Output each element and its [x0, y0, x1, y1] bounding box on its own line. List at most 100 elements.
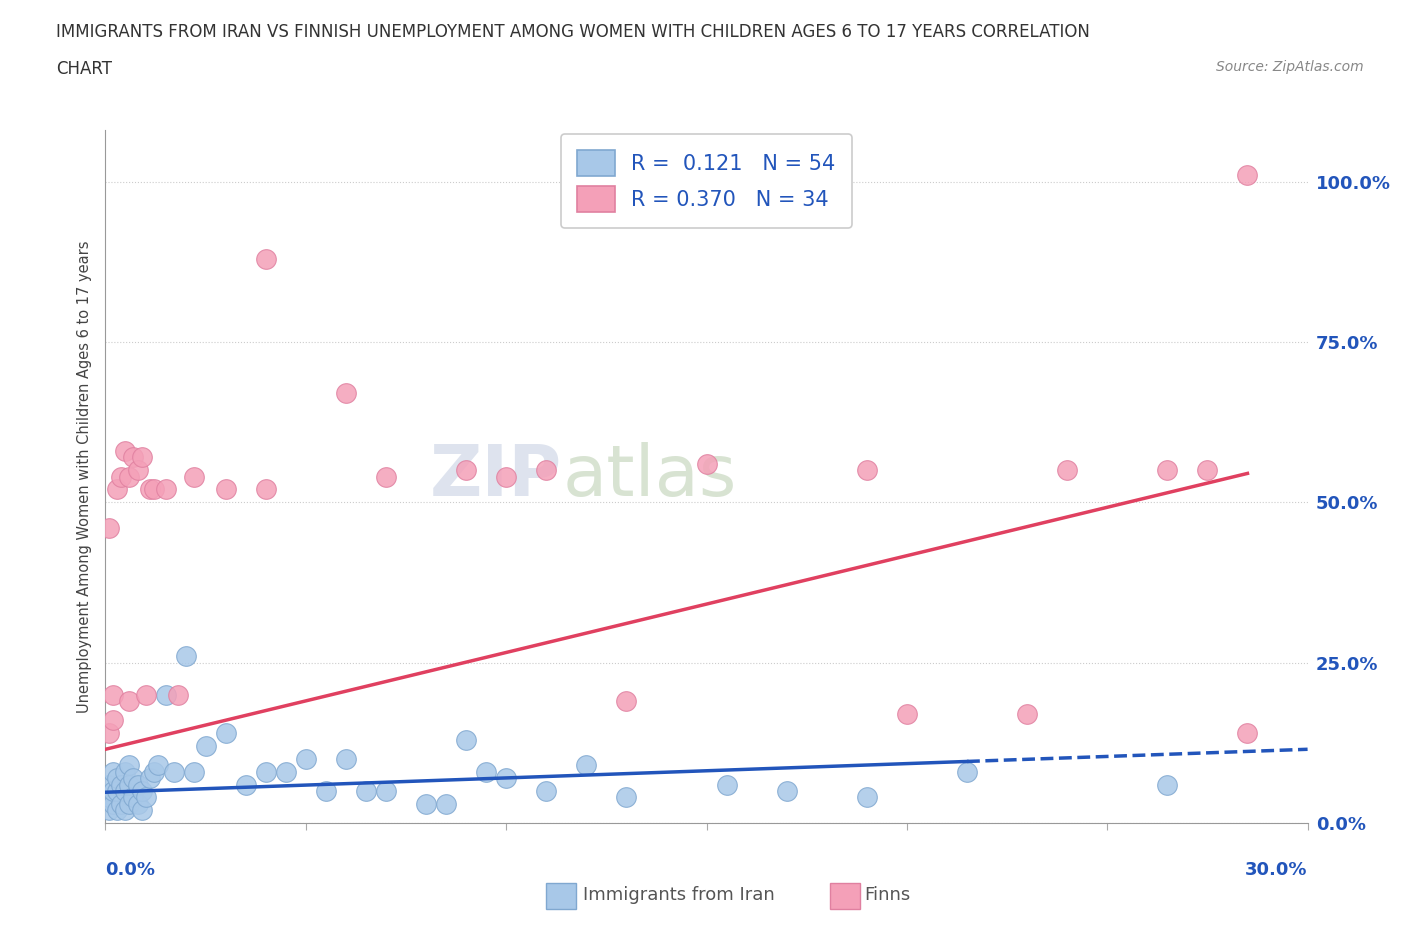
Point — [114, 444, 136, 458]
Point — [98, 521, 121, 536]
Legend: R =  0.121   N = 54, R = 0.370   N = 34: R = 0.121 N = 54, R = 0.370 N = 34 — [561, 134, 852, 228]
Point — [616, 790, 638, 804]
Point — [575, 758, 598, 773]
Point — [174, 649, 197, 664]
Point — [162, 764, 184, 779]
Point — [374, 470, 398, 485]
Point — [454, 463, 477, 478]
Point — [155, 687, 177, 702]
Point — [194, 738, 217, 753]
Point — [122, 771, 145, 786]
Y-axis label: Unemployment Among Women with Children Ages 6 to 17 years: Unemployment Among Women with Children A… — [77, 240, 93, 713]
Point — [1156, 463, 1178, 478]
Point — [335, 751, 357, 766]
Point — [1236, 725, 1258, 740]
Point — [114, 803, 136, 817]
Point — [103, 796, 125, 811]
Point — [135, 687, 157, 702]
FancyBboxPatch shape — [546, 883, 576, 909]
Point — [98, 790, 121, 804]
Point — [103, 713, 125, 728]
Point — [454, 732, 477, 747]
Point — [183, 470, 205, 485]
Point — [118, 777, 141, 792]
Point — [127, 796, 149, 811]
Point — [534, 784, 557, 799]
Point — [254, 482, 277, 497]
Point — [495, 771, 517, 786]
Point — [107, 771, 129, 786]
Point — [274, 764, 297, 779]
Point — [415, 796, 437, 811]
Text: Source: ZipAtlas.com: Source: ZipAtlas.com — [1216, 60, 1364, 74]
Point — [166, 687, 188, 702]
Point — [122, 790, 145, 804]
Point — [214, 482, 236, 497]
Point — [135, 790, 157, 804]
Point — [131, 450, 153, 465]
Text: Immigrants from Iran: Immigrants from Iran — [583, 885, 775, 904]
Point — [155, 482, 177, 497]
Point — [434, 796, 457, 811]
Point — [1017, 707, 1039, 722]
Point — [295, 751, 318, 766]
Point — [374, 784, 398, 799]
Point — [118, 470, 141, 485]
Point — [122, 450, 145, 465]
Point — [696, 457, 718, 472]
Point — [534, 463, 557, 478]
Point — [138, 771, 160, 786]
Point — [495, 470, 517, 485]
Point — [1156, 777, 1178, 792]
Point — [956, 764, 979, 779]
Point — [142, 764, 165, 779]
Point — [107, 803, 129, 817]
Point — [1056, 463, 1078, 478]
Point — [98, 725, 121, 740]
Text: 30.0%: 30.0% — [1246, 860, 1308, 879]
Text: 0.0%: 0.0% — [105, 860, 156, 879]
Point — [118, 796, 141, 811]
Point — [855, 790, 877, 804]
Point — [114, 764, 136, 779]
Point — [254, 251, 277, 266]
Point — [855, 463, 877, 478]
Point — [98, 777, 121, 792]
Point — [131, 784, 153, 799]
Point — [107, 784, 129, 799]
Point — [110, 796, 132, 811]
Point — [118, 694, 141, 709]
Point — [110, 777, 132, 792]
Point — [110, 470, 132, 485]
Point — [131, 803, 153, 817]
Point — [107, 482, 129, 497]
Text: atlas: atlas — [562, 442, 737, 512]
Text: IMMIGRANTS FROM IRAN VS FINNISH UNEMPLOYMENT AMONG WOMEN WITH CHILDREN AGES 6 TO: IMMIGRANTS FROM IRAN VS FINNISH UNEMPLOY… — [56, 23, 1090, 41]
Point — [103, 764, 125, 779]
FancyBboxPatch shape — [830, 883, 860, 909]
Point — [138, 482, 160, 497]
Point — [354, 784, 377, 799]
Point — [183, 764, 205, 779]
Point — [127, 777, 149, 792]
Point — [127, 463, 149, 478]
Text: Finns: Finns — [865, 885, 911, 904]
Point — [103, 784, 125, 799]
Point — [235, 777, 257, 792]
Text: CHART: CHART — [56, 60, 112, 78]
Point — [103, 687, 125, 702]
Point — [1236, 167, 1258, 182]
Point — [616, 694, 638, 709]
Point — [716, 777, 738, 792]
Point — [118, 758, 141, 773]
Point — [1197, 463, 1219, 478]
Point — [114, 784, 136, 799]
Point — [475, 764, 498, 779]
Point — [146, 758, 169, 773]
Point — [254, 764, 277, 779]
Point — [335, 386, 357, 401]
Point — [776, 784, 799, 799]
Point — [214, 725, 236, 740]
Text: ZIP: ZIP — [430, 442, 562, 512]
Point — [896, 707, 918, 722]
